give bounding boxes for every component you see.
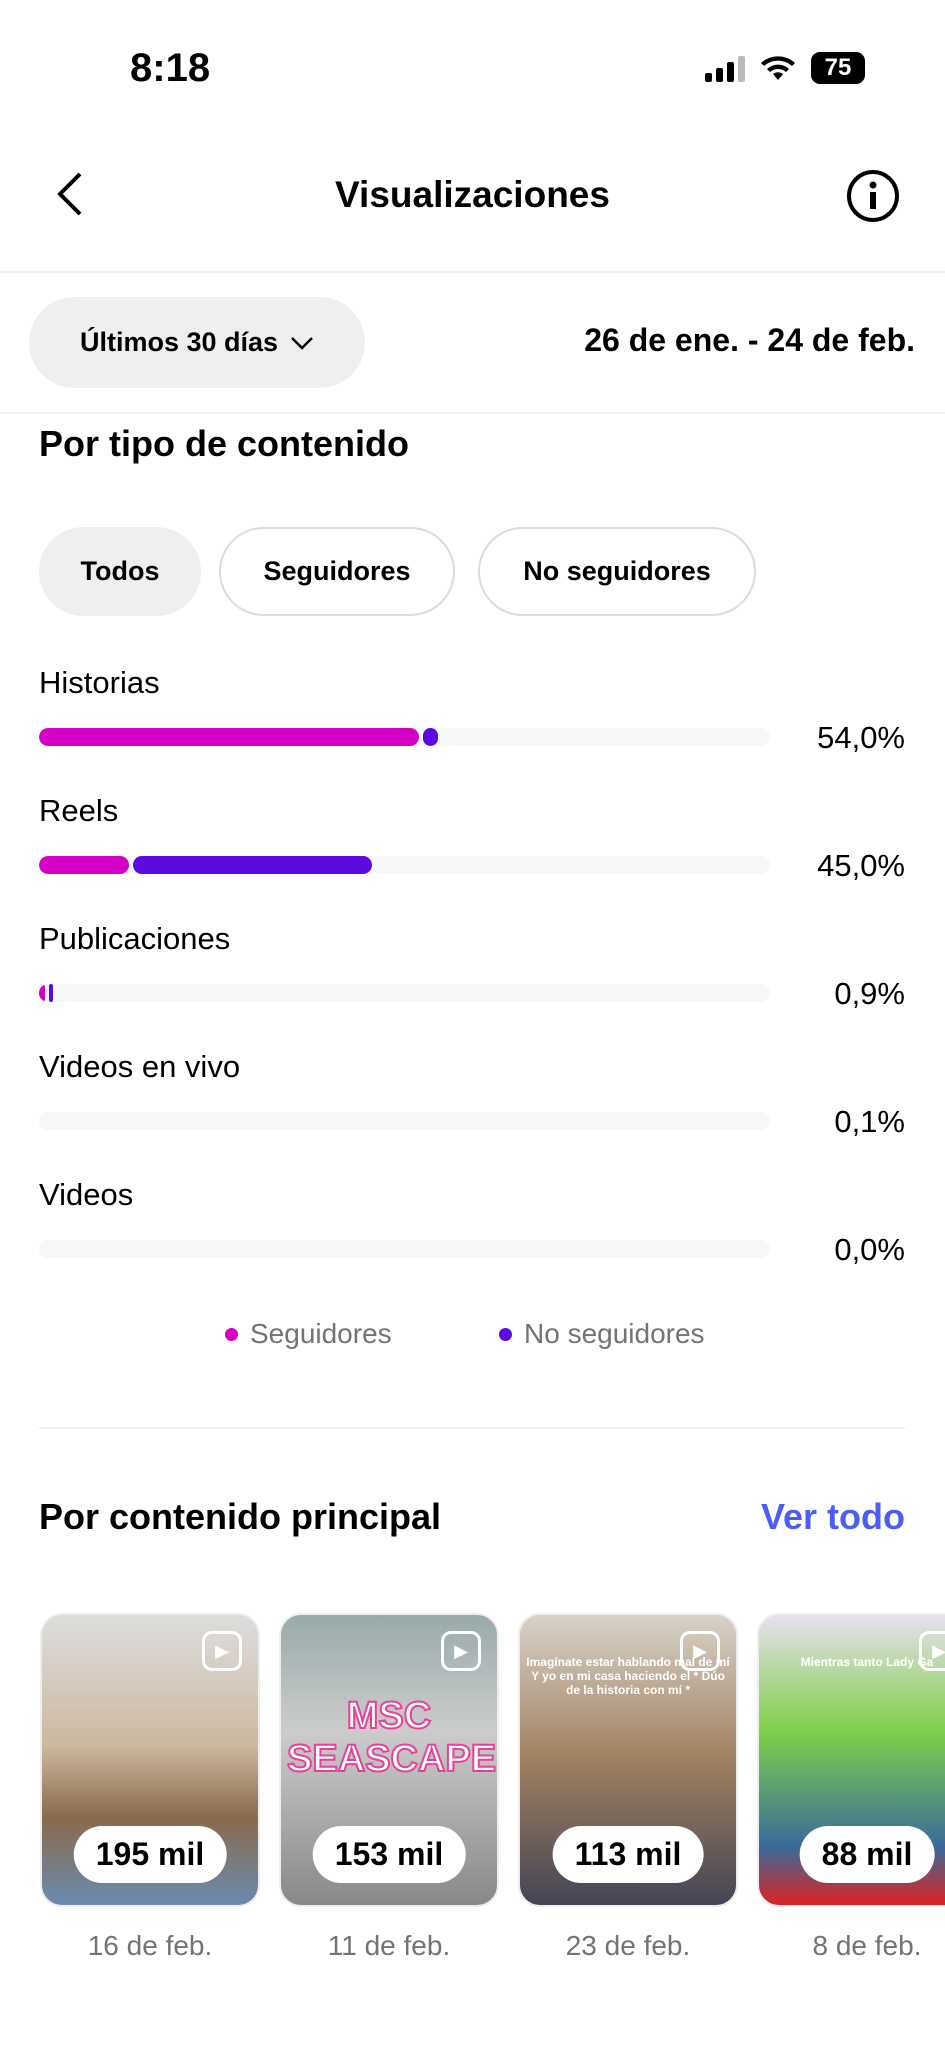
reels-icon: ▶ [919, 1631, 945, 1671]
reels-icon: ▶ [202, 1631, 242, 1671]
row-label: Videos en vivo [39, 1049, 241, 1084]
wifi-icon [761, 56, 795, 80]
row-percent: 0,0% [834, 1232, 905, 1267]
page-title: Visualizaciones [335, 174, 610, 215]
divider [0, 271, 945, 273]
bar-track [39, 856, 770, 874]
legend-label: Seguidores [250, 1318, 392, 1349]
chip-todos[interactable]: Todos [39, 527, 201, 616]
section-title: Por tipo de contenido [39, 423, 409, 464]
thumbnail-overlay-text: Imagínate estar hablando mal de mí Y yo … [526, 1655, 730, 1697]
views-badge: 195 mil [73, 1826, 227, 1883]
row-label: Publicaciones [39, 921, 231, 956]
status-icons: 75 [705, 52, 865, 84]
non-followers-bar [132, 856, 372, 874]
content-thumbnail[interactable]: MSC SEASCAPE ▶ 153 mil [279, 1613, 499, 1907]
content-thumbnail[interactable]: Imagínate estar hablando mal de mí Y yo … [518, 1613, 738, 1907]
legend-non-followers: No seguidores [499, 1318, 705, 1350]
see-all-link[interactable]: Ver todo [760, 1496, 905, 1537]
thumbnail-overlay-text: Mientras tanto Lady Ga [800, 1655, 934, 1669]
followers-dot [225, 1327, 238, 1341]
non-followers-dot [499, 1327, 512, 1341]
content-date: 23 de feb. [565, 1930, 691, 1961]
row-label: Videos [39, 1177, 134, 1212]
bar-track [39, 1240, 770, 1258]
content-date: 8 de feb. [812, 1930, 922, 1961]
views-badge: 153 mil [312, 1826, 466, 1883]
chevron-down-icon [291, 336, 313, 350]
info-icon[interactable] [845, 168, 901, 224]
chip-seguidores[interactable]: Seguidores [219, 527, 455, 616]
followers-bar [39, 984, 45, 1002]
signal-icon [705, 54, 745, 82]
section-title: Por contenido principal [39, 1496, 442, 1537]
row-percent: 0,9% [834, 976, 905, 1011]
row-label: Reels [39, 793, 119, 828]
content-date: 11 de feb. [327, 1930, 451, 1961]
date-range: 26 de ene. - 24 de feb. [584, 322, 915, 358]
non-followers-bar [423, 728, 438, 746]
battery-icon: 75 [811, 52, 865, 84]
row-percent: 45,0% [817, 848, 905, 883]
chip-no-seguidores[interactable]: No seguidores [478, 527, 756, 616]
divider [0, 412, 945, 414]
reels-icon: ▶ [441, 1631, 481, 1671]
bar-track [39, 984, 770, 1002]
followers-bar [39, 728, 420, 746]
row-percent: 0,1% [834, 1104, 905, 1139]
legend-label: No seguidores [524, 1318, 705, 1349]
row-label: Historias [39, 665, 160, 700]
bar-track [39, 1112, 770, 1130]
views-badge: 88 mil [799, 1826, 935, 1883]
views-badge: 113 mil [552, 1826, 704, 1883]
row-percent: 54,0% [817, 720, 905, 755]
bar-track [39, 728, 770, 746]
status-time: 8:18 [130, 46, 211, 90]
thumbnail-overlay-text: MSC SEASCAPE [286, 1694, 497, 1781]
reels-icon: ▶ [680, 1631, 720, 1671]
followers-bar [39, 856, 129, 874]
divider [39, 1427, 905, 1429]
period-label: Últimos 30 días [79, 327, 279, 357]
content-thumbnail[interactable]: ▶ 195 mil [40, 1613, 260, 1907]
chevron-left-icon[interactable] [52, 170, 86, 218]
period-dropdown[interactable]: Últimos 30 días [29, 297, 365, 388]
legend-followers: Seguidores [225, 1318, 392, 1350]
content-date: 16 de feb. [87, 1930, 213, 1961]
non-followers-bar [48, 984, 53, 1002]
content-thumbnail[interactable]: Mientras tanto Lady Ga ▶ 88 mil [757, 1613, 945, 1907]
